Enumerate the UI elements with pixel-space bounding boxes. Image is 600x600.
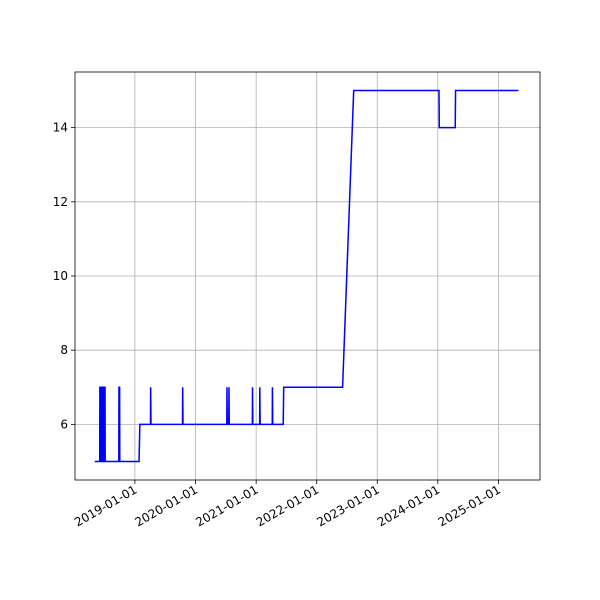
y-tick-label: 6	[60, 417, 68, 431]
x-tick-label: 2021-01-01	[193, 482, 260, 529]
x-tick-label: 2023-01-01	[314, 482, 381, 529]
x-tick-label: 2019-01-01	[72, 482, 139, 529]
x-tick-label: 2024-01-01	[375, 482, 442, 529]
axes-frame	[74, 71, 541, 481]
data-line	[94, 89, 519, 463]
y-tick-label: 14	[53, 121, 68, 135]
x-tick-label: 2022-01-01	[254, 482, 321, 529]
x-tick-label: 2025-01-01	[436, 482, 503, 529]
y-tick-label: 12	[53, 195, 68, 209]
y-tick-label: 8	[60, 343, 68, 357]
x-tick-label: 2020-01-01	[133, 482, 200, 529]
y-tick-label: 10	[53, 269, 68, 283]
